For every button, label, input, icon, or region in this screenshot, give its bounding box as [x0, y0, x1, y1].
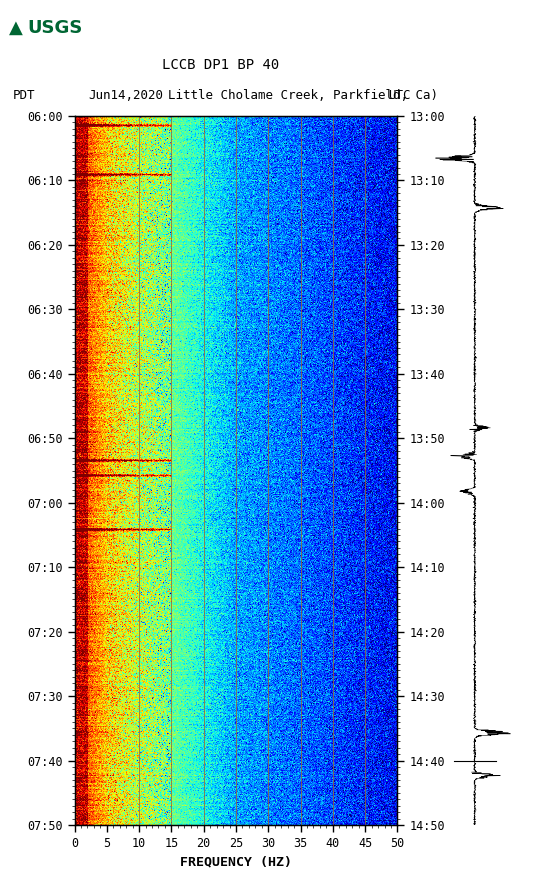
X-axis label: FREQUENCY (HZ): FREQUENCY (HZ): [180, 855, 292, 869]
Text: USGS: USGS: [27, 19, 82, 37]
Text: UTC: UTC: [389, 89, 411, 102]
Text: Jun14,2020: Jun14,2020: [88, 89, 163, 102]
Text: LCCB DP1 BP 40: LCCB DP1 BP 40: [162, 58, 279, 72]
Text: Little Cholame Creek, Parkfield, Ca): Little Cholame Creek, Parkfield, Ca): [168, 89, 438, 102]
Text: PDT: PDT: [13, 89, 36, 102]
Text: ▲: ▲: [9, 19, 23, 37]
